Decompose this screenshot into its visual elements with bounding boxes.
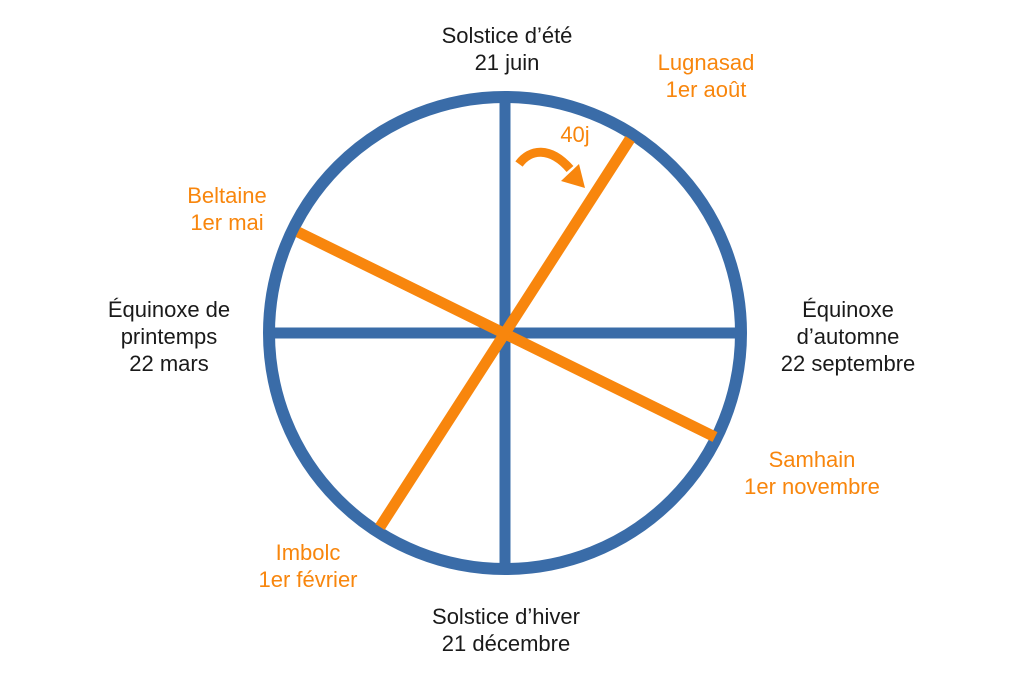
summer-solstice-date: 21 juin: [474, 50, 540, 75]
samhain-date: 1er novembre: [744, 474, 880, 499]
imbolc-date: 1er février: [258, 567, 358, 592]
autumn-equinox-date: 22 septembre: [780, 351, 916, 376]
curved-arrow-icon: [515, 147, 585, 188]
spring-equinox-name-line1: Équinoxe de: [107, 297, 231, 322]
beltaine-name: Beltaine: [187, 183, 267, 208]
lugnasad-label: Lugnasad 1er août: [658, 49, 755, 103]
summer-solstice-name: Solstice d’été: [441, 23, 573, 48]
beltaine-date: 1er mai: [190, 210, 264, 235]
samhain-name: Samhain: [768, 447, 856, 472]
autumn-equinox-name-line2: d’automne: [796, 324, 900, 349]
forty-days-annotation: 40j: [560, 122, 590, 147]
lugnasad-date: 1er août: [665, 77, 747, 102]
spring-equinox-name-line2: printemps: [120, 324, 218, 349]
spring-equinox-label: Équinoxe de printemps 22 mars: [108, 296, 230, 377]
imbolc-label: Imbolc 1er février: [258, 539, 357, 593]
samhain-label: Samhain 1er novembre: [744, 446, 880, 500]
spring-equinox-date: 22 mars: [129, 351, 209, 376]
winter-solstice-date: 21 décembre: [441, 631, 571, 656]
winter-solstice-label: Solstice d’hiver 21 décembre: [432, 603, 580, 657]
autumn-equinox-name-line1: Équinoxe: [802, 297, 894, 322]
beltaine-label: Beltaine 1er mai: [187, 182, 267, 236]
lugnasad-name: Lugnasad: [657, 50, 755, 75]
imbolc-name: Imbolc: [275, 540, 341, 565]
lugnasad-imbolc-line: [375, 136, 635, 530]
autumn-equinox-label: Équinoxe d’automne 22 septembre: [781, 296, 916, 377]
summer-solstice-label: Solstice d’été 21 juin: [442, 22, 573, 76]
winter-solstice-name: Solstice d’hiver: [432, 604, 580, 629]
